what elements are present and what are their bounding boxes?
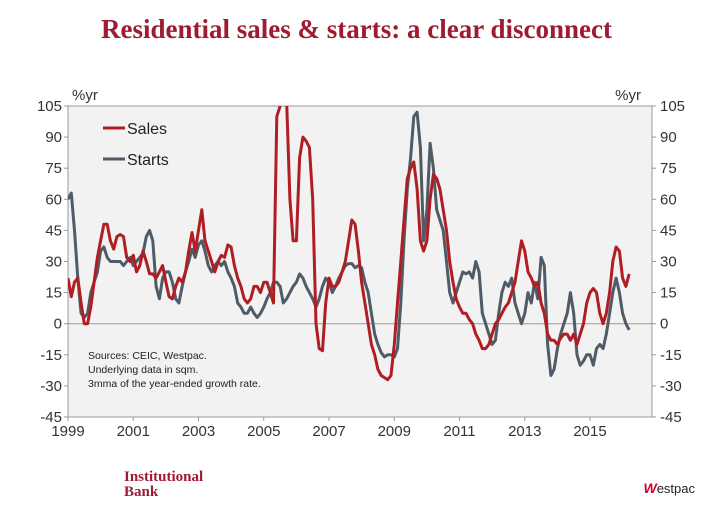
y-tick-label-right: -15 bbox=[660, 347, 682, 364]
y-tick-label-right: 75 bbox=[660, 160, 677, 177]
y-tick-label-right: 0 bbox=[660, 316, 668, 333]
y-tick-label-right: -30 bbox=[660, 378, 682, 395]
y-tick-label-right: -45 bbox=[660, 409, 682, 426]
institutional-bank-logo: Institutional Bank bbox=[124, 469, 204, 500]
y-tick-label-left: -15 bbox=[40, 347, 62, 364]
westpac-logo: Westpac bbox=[643, 480, 695, 496]
x-tick-label: 2011 bbox=[443, 423, 475, 440]
y-tick-label-left: 60 bbox=[45, 191, 62, 208]
x-tick-label: 2003 bbox=[182, 423, 215, 440]
series-line-sales bbox=[68, 106, 631, 382]
y-tick-label-right: 30 bbox=[660, 254, 677, 271]
y-tick-label-right: 15 bbox=[660, 285, 677, 302]
x-tick-label: 2015 bbox=[573, 423, 606, 440]
series-line-starts bbox=[68, 110, 631, 377]
x-tick-label: 2001 bbox=[117, 423, 150, 440]
legend: Sales Starts bbox=[103, 121, 169, 169]
right-axis: 105 90 75 60 45 30 15 0 -15 -30 -45 bbox=[652, 98, 685, 426]
x-tick-label: 2007 bbox=[312, 423, 345, 440]
left-axis-unit: %yr bbox=[72, 87, 98, 104]
legend-label-starts: Starts bbox=[127, 152, 169, 169]
chart-title: Residential sales & starts: a clear disc… bbox=[101, 14, 612, 44]
y-tick-label-left: 30 bbox=[45, 254, 62, 271]
source-notes: Sources: CEIC, Westpac. Underlying data … bbox=[88, 350, 261, 390]
y-tick-label-left: 45 bbox=[45, 222, 62, 239]
note-line: 3mma of the year-ended growth rate. bbox=[88, 378, 261, 390]
x-tick-label: 2009 bbox=[378, 423, 411, 440]
right-axis-unit: %yr bbox=[615, 87, 641, 104]
y-tick-label-right: 45 bbox=[660, 222, 677, 239]
x-tick-label: 2013 bbox=[508, 423, 541, 440]
x-tick-label: 1999 bbox=[51, 423, 84, 440]
x-tick-label: 2005 bbox=[247, 423, 280, 440]
y-tick-label-left: 105 bbox=[37, 98, 62, 115]
y-tick-label-left: 15 bbox=[45, 285, 62, 302]
y-tick-label-left: 0 bbox=[54, 316, 62, 333]
y-tick-label-right: 105 bbox=[660, 98, 685, 115]
note-line: Underlying data in sqm. bbox=[88, 364, 198, 376]
x-axis: 1999 2001 2003 2005 2007 2009 2011 2013 2015 bbox=[51, 417, 607, 440]
y-tick-label-left: -30 bbox=[40, 378, 62, 395]
left-axis: 105 90 75 60 45 30 15 0 -15 -30 -45 bbox=[37, 98, 68, 426]
y-tick-label-right: 90 bbox=[660, 129, 677, 146]
y-tick-label-left: -45 bbox=[40, 409, 62, 426]
legend-label-sales: Sales bbox=[127, 121, 167, 138]
y-tick-label-right: 60 bbox=[660, 191, 677, 208]
note-line: Sources: CEIC, Westpac. bbox=[88, 350, 207, 362]
y-tick-label-left: 75 bbox=[45, 160, 62, 177]
y-tick-label-left: 90 bbox=[45, 129, 62, 146]
